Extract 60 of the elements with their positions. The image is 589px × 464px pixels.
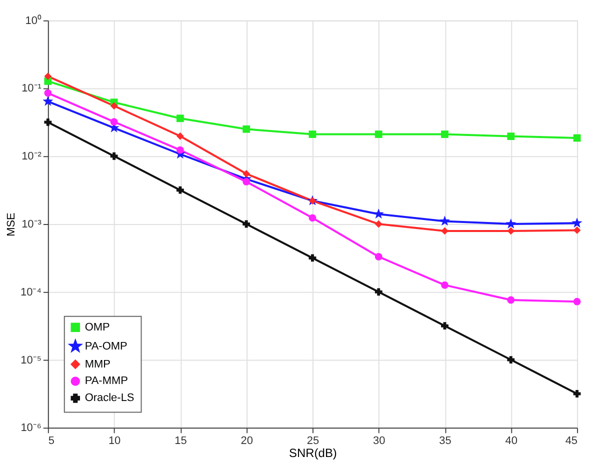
point (374, 220, 382, 228)
y-tick-label: 10⁻³ (22, 218, 42, 231)
x-tick-label: 45 (565, 435, 578, 448)
point (507, 296, 515, 304)
y-axis-title: MSE (6, 212, 18, 236)
point (44, 89, 52, 97)
point (441, 227, 448, 235)
y-tick-label: 10⁻⁵ (20, 354, 42, 366)
point (573, 390, 581, 398)
point (507, 227, 515, 235)
legend-label: MMP (84, 358, 110, 370)
y-tick-label: 10⁻⁴ (20, 286, 42, 298)
point (110, 152, 118, 160)
point (110, 102, 118, 110)
point (441, 130, 448, 138)
x-tick-label: 25 (306, 435, 320, 448)
point (573, 226, 581, 234)
y-tick-label: 10⁻⁶ (20, 422, 42, 434)
point (176, 186, 184, 194)
point (506, 218, 516, 228)
point (308, 254, 316, 262)
point (374, 130, 382, 138)
y-tick-label: 10⁰ (25, 14, 42, 27)
x-tick-label: 10 (108, 435, 121, 448)
point (572, 218, 582, 228)
x-tick-label: 20 (240, 435, 253, 448)
x-tick-label: 40 (505, 435, 518, 448)
y-tick-label: 10⁻² (22, 150, 42, 163)
point (441, 281, 448, 289)
point (176, 146, 184, 154)
legend-label: OMP (84, 321, 110, 334)
point (242, 220, 250, 228)
point (308, 214, 316, 222)
point (507, 356, 515, 364)
point (308, 130, 316, 138)
x-tick-label: 35 (439, 435, 452, 448)
point (374, 253, 382, 260)
point (42, 96, 54, 106)
point (439, 216, 450, 226)
legend-label: PA-OMP (84, 340, 128, 352)
point (44, 72, 52, 80)
point (110, 118, 118, 126)
point (176, 132, 184, 140)
point (44, 118, 52, 126)
point (374, 288, 382, 296)
x-tick-label: 5 (48, 435, 55, 448)
legend-label: PA-MMP (84, 375, 128, 388)
x-tick-label: 15 (174, 435, 187, 448)
point (373, 208, 384, 219)
point (441, 322, 448, 330)
legend-label: Oracle-LS (84, 392, 134, 404)
y-tick-label: 10⁻¹ (22, 82, 42, 95)
point (242, 125, 250, 133)
point (242, 178, 250, 186)
point (573, 298, 581, 306)
x-axis-title: SNR(dB) (289, 446, 337, 460)
point (176, 114, 184, 122)
point (242, 170, 250, 178)
x-tick-label: 30 (373, 435, 386, 448)
point (507, 132, 515, 140)
